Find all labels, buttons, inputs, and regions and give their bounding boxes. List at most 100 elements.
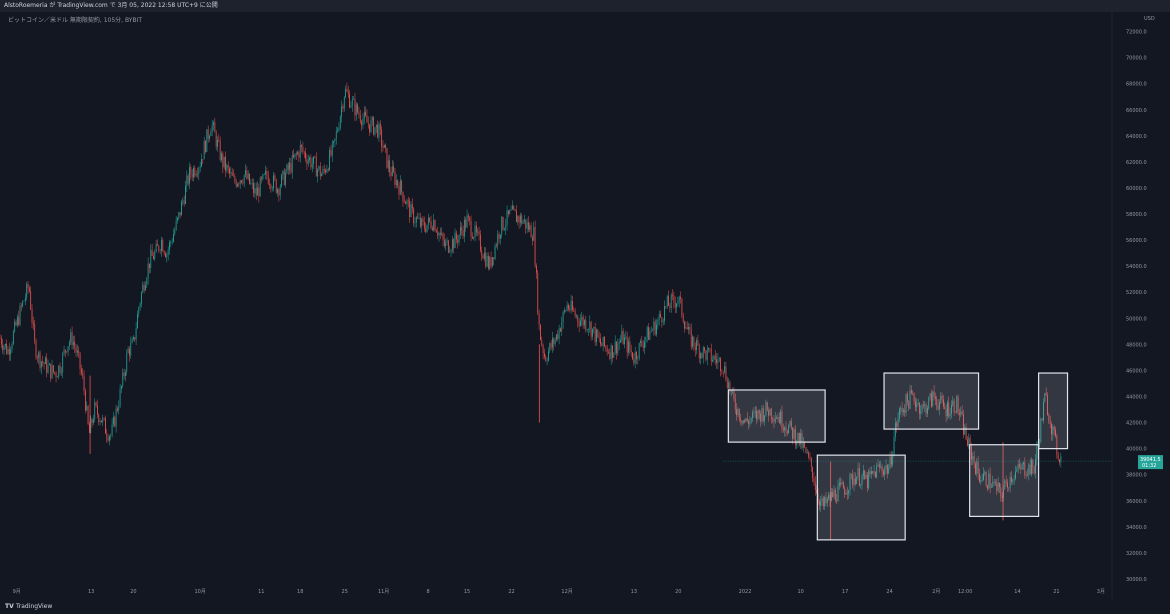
candle-body (473, 237, 475, 239)
candle-body (306, 158, 308, 164)
candle-body (813, 478, 815, 483)
candle-body (702, 347, 704, 358)
annotation-rectangle[interactable] (969, 444, 1040, 518)
candle-body (834, 489, 836, 501)
candle-body (852, 474, 854, 486)
candle-body (548, 351, 549, 361)
x-tick-label: 10 (797, 589, 803, 595)
candle-body (741, 420, 743, 424)
candle-body (433, 220, 435, 231)
candle-body (394, 171, 396, 186)
candle-body (466, 215, 468, 228)
candle-body (574, 311, 576, 316)
candle-body (708, 348, 709, 350)
candle-body (848, 489, 850, 494)
y-tick-label: 34000.0 (1126, 525, 1147, 531)
candle-body (894, 422, 896, 437)
candle-body (231, 172, 233, 176)
candle-body (383, 144, 385, 148)
candle-body (155, 243, 157, 252)
candle-body (449, 251, 451, 253)
candle-body (761, 408, 763, 422)
candle-body (75, 347, 77, 353)
candle-body (30, 291, 32, 310)
candle-body (146, 278, 148, 286)
candle-body (298, 152, 300, 158)
candle-body (649, 331, 651, 340)
candle-body (1033, 467, 1035, 474)
candle-body (597, 329, 599, 338)
annotation-rectangle[interactable] (727, 389, 826, 443)
candle-body (564, 310, 565, 312)
candle-body (474, 225, 476, 238)
candle-body (349, 94, 351, 108)
candle-body (139, 303, 141, 308)
annotation-rectangle[interactable] (816, 454, 906, 541)
candle-body (50, 363, 52, 379)
candle-body (881, 466, 883, 472)
candle-body (471, 236, 473, 239)
candle-body (229, 168, 230, 174)
candle-body (193, 168, 194, 178)
candle-body (876, 465, 878, 478)
candle-body (274, 175, 276, 180)
candle-body (913, 393, 915, 402)
candle-body (165, 253, 166, 258)
candle-body (185, 185, 186, 204)
candle-body (429, 217, 431, 222)
candle-body (143, 284, 145, 291)
candle-body (181, 201, 182, 216)
candle-body (844, 488, 846, 495)
candle-body (346, 88, 348, 92)
candle-body (584, 320, 585, 326)
candle-body (1055, 429, 1056, 436)
candle-body (405, 202, 407, 205)
candle-body (877, 464, 879, 466)
candle-body (788, 426, 790, 434)
candle-body (836, 500, 838, 502)
annotation-rectangle[interactable] (1038, 372, 1069, 450)
candle-body (1048, 415, 1050, 421)
candle-body (219, 140, 221, 160)
candle-body (945, 409, 947, 417)
candle-body (949, 413, 951, 417)
candle-body (553, 338, 555, 345)
candle-body (601, 344, 603, 347)
candle-body (378, 123, 380, 138)
candle-body (227, 164, 229, 169)
candle-body (629, 341, 631, 350)
candle-body (370, 120, 372, 133)
candle-body (31, 309, 33, 323)
candle-body (658, 314, 660, 320)
candle-body (809, 456, 811, 459)
x-tick-label: 11 (258, 589, 264, 595)
annotation-rectangle[interactable] (883, 372, 980, 430)
y-tick-label: 62000.0 (1126, 160, 1147, 166)
candle-body (965, 427, 967, 440)
candle-body (19, 305, 21, 325)
candle-body (932, 391, 934, 407)
candle-body (909, 390, 911, 409)
candle-body (884, 469, 886, 475)
candle-body (593, 326, 595, 329)
candle-body (48, 363, 50, 366)
candle-body (502, 216, 504, 230)
candle-body (522, 221, 524, 224)
candle-body (561, 322, 563, 332)
candle-body (757, 410, 759, 420)
candle-body (908, 401, 910, 409)
candle-body (187, 175, 189, 184)
candle-body (129, 348, 130, 356)
candle-body (217, 139, 218, 147)
candle-body (997, 482, 999, 491)
candlestick-chart[interactable]: USD 72000.0 70000.0 68000.0 66000.0 64000.0 6… (0, 12, 1170, 600)
candle-body (149, 263, 150, 269)
candle-body (225, 156, 226, 171)
candle-body (833, 489, 835, 497)
candle-body (524, 219, 525, 222)
candle-body (916, 404, 918, 408)
y-tick-label: 50000.0 (1126, 316, 1147, 322)
candle-body (36, 357, 38, 359)
candle-body (18, 316, 20, 325)
candle-body (901, 408, 903, 413)
